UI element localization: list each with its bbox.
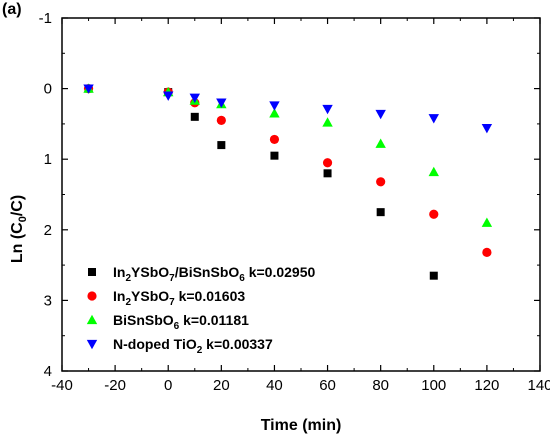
data-point-circle (217, 116, 226, 125)
y-tick-label: -1 (39, 10, 52, 27)
data-point-triangle-down (482, 124, 492, 133)
x-tick-label: 0 (164, 377, 172, 394)
x-tick-label: 120 (474, 377, 499, 394)
x-tick-label: 20 (213, 377, 230, 394)
legend-label: N-doped TiO2 k=0.00337 (113, 336, 273, 356)
panel-label: (a) (2, 1, 22, 18)
legend-marker-square (88, 268, 96, 276)
x-tick-label: 60 (319, 377, 336, 394)
data-point-square (217, 141, 225, 149)
x-tick-label: -20 (104, 377, 126, 394)
data-point-triangle-down (375, 110, 385, 119)
data-point-triangle-up (322, 117, 332, 126)
legend-marker-circle (87, 291, 96, 300)
data-point-triangle-down (429, 114, 439, 123)
legend-marker-triangle-down (87, 340, 97, 349)
x-tick-label: 140 (527, 377, 550, 394)
data-point-circle (376, 177, 385, 186)
data-point-square (324, 169, 332, 177)
x-tick-label: 80 (372, 377, 389, 394)
y-axis-title: Ln (C0/C) (9, 195, 29, 263)
data-point-triangle-up (375, 138, 385, 147)
legend-marker-triangle-up (87, 315, 97, 324)
legend-label: BiSnSbO6 k=0.01181 (113, 312, 249, 332)
data-point-triangle-down (269, 101, 279, 110)
data-point-square (430, 272, 438, 280)
y-tick-label: 2 (44, 222, 52, 239)
data-point-triangle-down (322, 105, 332, 114)
legend: In2YSbO7/BiSnSbO6 k=0.02950 In2YSbO7 k=0.… (87, 264, 316, 356)
data-point-circle (429, 210, 438, 219)
y-tick-label: 0 (44, 81, 52, 98)
x-tick-label: 40 (266, 377, 283, 394)
legend-label: In2YSbO7 k=0.01603 (113, 288, 245, 308)
legend-label: In2YSbO7/BiSnSbO6 k=0.02950 (113, 264, 316, 284)
x-tick-label: 100 (421, 377, 446, 394)
data-point-circle (482, 248, 491, 257)
data-point-triangle-up (429, 167, 439, 176)
data-point-square (377, 208, 385, 216)
data-point-square (270, 152, 278, 160)
y-tick-label: 1 (44, 151, 52, 168)
data-point-circle (270, 135, 279, 144)
x-tick-label: -40 (51, 377, 73, 394)
y-tick-label: 3 (44, 292, 52, 309)
data-point-circle (323, 158, 332, 167)
data-point-triangle-up (482, 218, 492, 227)
data-point-square (191, 113, 199, 121)
x-axis-title: Time (min) (261, 417, 342, 434)
y-tick-label: 4 (44, 363, 52, 380)
